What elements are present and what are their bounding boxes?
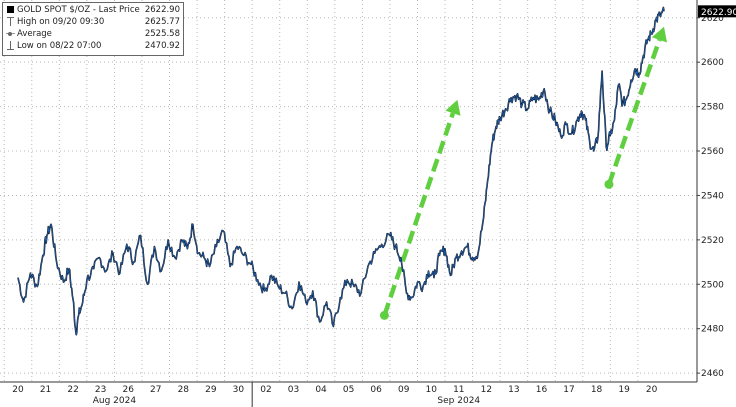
- grid-lines: [0, 0, 697, 382]
- y-axis: 2460 2480 2500 2520 2540 2560 2580 2600 26202622…: [697, 5, 736, 379]
- low-marker-icon: [6, 40, 16, 52]
- legend-row-low: Low on 08/22 07:00 2470.92: [3, 40, 183, 52]
- y-tick-label: 2620: [701, 14, 724, 24]
- trend-arrows: [379, 26, 667, 320]
- x-month-label: Sep 2024: [437, 396, 480, 406]
- legend-row-last-price: GOLD SPOT $/OZ - Last Price 2622.90: [3, 4, 183, 16]
- average-marker-icon: [6, 28, 16, 40]
- trend-arrow-start-dot: [604, 179, 614, 189]
- x-tick-label: 10: [426, 385, 438, 395]
- legend-box: GOLD SPOT $/OZ - Last Price 2622.90 High…: [2, 2, 184, 56]
- legend-high-value: 2625.77: [144, 17, 180, 27]
- x-tick-label: 12: [481, 385, 492, 395]
- legend-average-label: Average: [17, 29, 52, 39]
- y-tick-label: 2460: [701, 369, 724, 379]
- y-tick-label: 2580: [701, 103, 724, 113]
- trend-arrow-line: [606, 39, 662, 186]
- x-tick-label: 17: [563, 385, 574, 395]
- x-tick-label: 16: [536, 385, 548, 395]
- trend-arrow-head: [651, 26, 667, 43]
- x-tick-label: 04: [315, 385, 327, 395]
- last-price-tag-label: 2622.90: [701, 8, 736, 18]
- x-tick-label: 11: [453, 385, 464, 395]
- x-tick-label: 20: [12, 385, 24, 395]
- legend-high-label: High on 09/20 09:30: [17, 17, 105, 27]
- trend-arrow-head: [445, 99, 461, 116]
- trend-arrow-line: [382, 112, 456, 317]
- x-tick-label: 26: [122, 385, 134, 395]
- y-tick-label: 2500: [701, 280, 724, 290]
- legend-low-value: 2470.92: [144, 41, 180, 51]
- x-tick-label: 19: [618, 385, 630, 395]
- x-tick-label: 03: [288, 385, 299, 395]
- x-tick-label: 05: [343, 385, 354, 395]
- x-tick-label: 20: [646, 385, 658, 395]
- y-tick-label: 2540: [701, 191, 724, 201]
- x-tick-label: 02: [260, 385, 271, 395]
- price-series: [17, 6, 665, 336]
- x-tick-label: 29: [205, 385, 217, 395]
- y-tick-label: 2600: [701, 58, 724, 68]
- legend-average-value: 2525.58: [144, 29, 180, 39]
- legend-last-price: 2622.90: [144, 5, 180, 15]
- y-tick-label: 2560: [701, 147, 724, 157]
- last-price-tag: [698, 5, 736, 18]
- x-tick-label: 13: [508, 385, 519, 395]
- y-tick-label: 2480: [701, 325, 724, 335]
- x-tick-label: 06: [370, 385, 382, 395]
- x-axis: 20 21 22 23 26 27 28 29 30 02 03 04 05 06 09 10 11 12 13 16…: [12, 382, 658, 407]
- x-tick-label: 23: [95, 385, 106, 395]
- x-tick-label: 18: [591, 385, 603, 395]
- legend-row-high: High on 09/20 09:30 2625.77: [3, 16, 183, 28]
- high-marker-icon: [6, 16, 16, 28]
- legend-row-average: Average 2525.58: [3, 28, 183, 40]
- square-icon: [6, 4, 16, 16]
- x-tick-label: 27: [150, 385, 161, 395]
- x-tick-label: 22: [67, 385, 78, 395]
- trend-arrow-start-dot: [379, 310, 389, 320]
- plot-frame: [0, 0, 698, 383]
- x-tick-label: 21: [40, 385, 51, 395]
- x-tick-label: 30: [233, 385, 245, 395]
- legend-series-title: GOLD SPOT $/OZ - Last Price: [17, 5, 140, 15]
- x-month-label: Aug 2024: [93, 396, 137, 406]
- y-tick-label: 2520: [701, 236, 724, 246]
- price-line: [17, 7, 665, 336]
- legend-low-label: Low on 08/22 07:00: [17, 41, 102, 51]
- x-tick-label: 28: [178, 385, 190, 395]
- x-tick-label: 09: [398, 385, 410, 395]
